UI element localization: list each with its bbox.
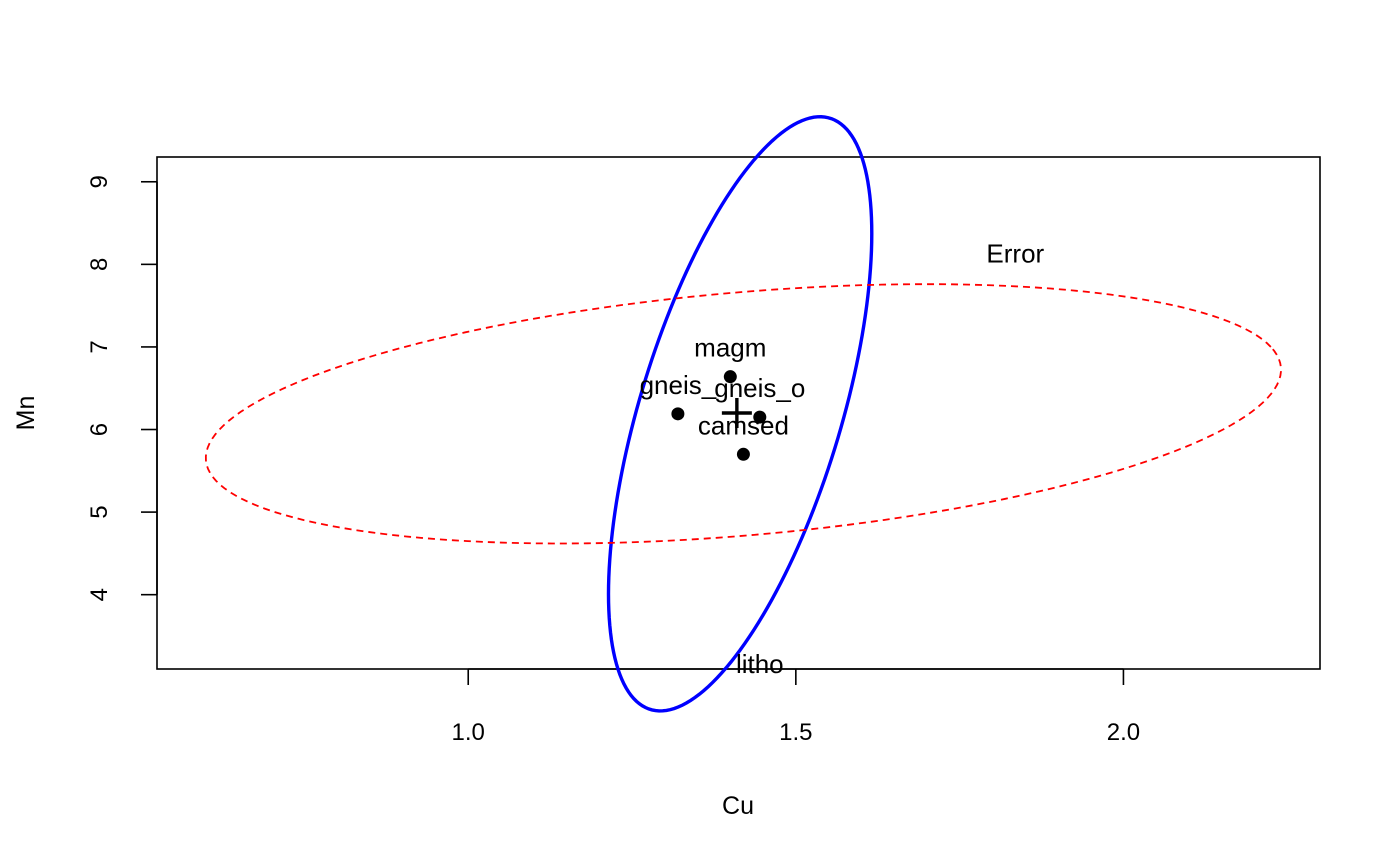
point-label: camsed bbox=[698, 410, 789, 440]
ellipse-label-litho: litho bbox=[736, 649, 784, 679]
ellipse-error bbox=[204, 283, 1282, 545]
ellipse-litho bbox=[606, 115, 874, 713]
ellipses: litho Error bbox=[204, 115, 1282, 713]
point-label: magm bbox=[694, 333, 766, 363]
y-axis-label: Mn bbox=[12, 396, 40, 431]
y-tick-label: 5 bbox=[86, 505, 113, 518]
x-tick-label: 2.0 bbox=[1107, 719, 1140, 746]
data-points bbox=[671, 370, 767, 461]
data-point bbox=[736, 447, 750, 461]
x-axis: 1.0 1.5 2.0 bbox=[452, 668, 1140, 746]
data-point bbox=[753, 410, 767, 424]
x-tick-label: 1.0 bbox=[452, 719, 485, 746]
y-tick-label: 7 bbox=[86, 340, 113, 353]
y-tick-label: 9 bbox=[86, 175, 113, 188]
data-point bbox=[671, 407, 685, 421]
y-axis: 4 5 6 7 8 9 bbox=[86, 175, 158, 601]
ellipse-label-error: Error bbox=[986, 239, 1044, 269]
data-point bbox=[723, 370, 737, 384]
y-tick-label: 4 bbox=[86, 588, 113, 601]
y-tick-label: 8 bbox=[86, 258, 113, 271]
x-axis-label: Cu bbox=[722, 792, 754, 820]
point-label: gneis_ bbox=[640, 370, 717, 400]
y-tick-label: 6 bbox=[86, 423, 113, 436]
point-label: gneis_o bbox=[714, 373, 805, 403]
x-tick-label: 1.5 bbox=[779, 719, 812, 746]
